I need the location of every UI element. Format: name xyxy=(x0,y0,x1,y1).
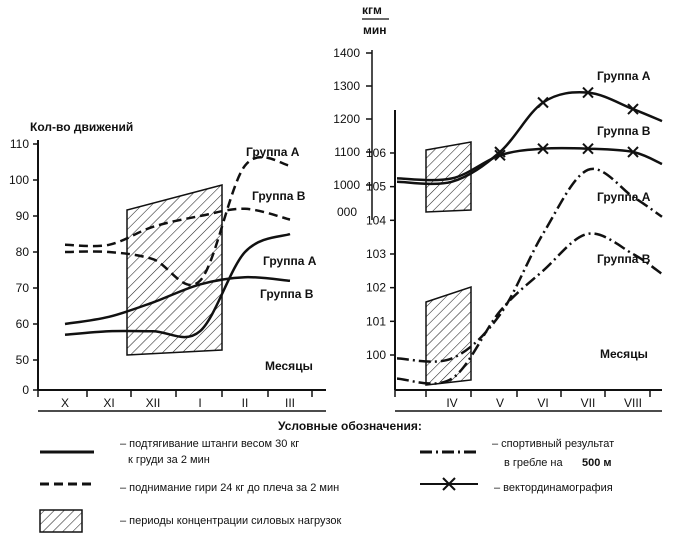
legend-solid-line2: к груди за 2 мин xyxy=(128,454,210,466)
inner-zero-label: 000 xyxy=(337,205,357,219)
inner-unit-top: кгм xyxy=(362,3,382,17)
right-series-dash-dot-b xyxy=(396,232,663,385)
right-x-tick-label: VII xyxy=(581,396,596,410)
right-x-tick-label: V xyxy=(496,396,504,410)
left-series-solid-a xyxy=(64,232,291,339)
right-y-tick-label: 100 xyxy=(366,348,386,362)
right-label-x-a: Группа А xyxy=(597,69,651,83)
right-shaded-period-lower xyxy=(425,285,472,386)
left-y-tick-label: 110 xyxy=(10,137,29,151)
right-x-tick-label: VIII xyxy=(624,396,642,410)
left-x-tick-label: X xyxy=(61,396,69,410)
right-x-ticks: IV V VI VII VIII xyxy=(394,390,651,410)
left-x-ticks: X XI XII I II III xyxy=(37,390,313,410)
right-xlabel: Месяцы xyxy=(600,347,648,361)
right-y-tick-label: 104 xyxy=(366,213,386,227)
left-ylabel: Кол-во движений xyxy=(30,120,133,134)
legend-dashdot-line2: в гребле на xyxy=(504,457,563,469)
right-shaded-period-upper xyxy=(425,141,472,213)
legend-x-marker-icon xyxy=(442,477,456,491)
left-y-ticks: 0 50 60 70 80 90 100 110 xyxy=(9,137,38,397)
inner-y-tick-label: 1400 xyxy=(333,46,360,60)
left-label-solid-a: Группа А xyxy=(263,254,317,268)
legend: Условные обозначения: – подтягивание шта… xyxy=(39,419,614,533)
legend-title: Условные обозначения: xyxy=(278,419,422,433)
left-x-tick-label: II xyxy=(242,396,249,410)
inner-y-tick-label: 1300 xyxy=(333,79,360,93)
left-y-tick-label: 100 xyxy=(9,173,29,187)
right-y-tick-label: 102 xyxy=(366,281,386,295)
right-label-dd-b: Группа В xyxy=(597,252,651,266)
right-x-tick-label: IV xyxy=(446,396,457,410)
left-x-tick-label: XII xyxy=(146,396,161,410)
inner-y-tick-label: 1200 xyxy=(333,112,360,126)
inner-y-tick-label: 1000 xyxy=(333,178,360,192)
right-x-marker-x-markers-a xyxy=(627,103,639,115)
right-x-marker-x-markers-a xyxy=(537,96,549,109)
right-x-tick-label: VI xyxy=(537,396,548,410)
left-x-tick-label: I xyxy=(198,396,201,410)
left-chart: Кол-во движений 0 50 60 70 80 90 100 110 X XI XII… xyxy=(9,120,326,412)
right-y-tick-label: 106 xyxy=(366,146,386,160)
left-series-dashed-a xyxy=(64,207,291,248)
right-x-marker-x-markers-b xyxy=(537,142,549,155)
left-y-tick-label: 80 xyxy=(16,245,30,259)
left-label-dashed-a: Группа А xyxy=(246,145,300,159)
right-x-marker-x-markers-a xyxy=(582,86,594,99)
right-y-ticks: 100 101 102 103 104 105 106 xyxy=(366,146,395,362)
left-series xyxy=(64,155,291,339)
left-series-solid-b xyxy=(64,275,291,326)
right-x-marker-x-markers-b xyxy=(627,146,639,158)
legend-hatched-text: – периоды концентрации силовых нагрузок xyxy=(120,515,342,527)
legend-dashdot-line1: – спортивный результат xyxy=(492,438,614,450)
left-x-tick-label: XI xyxy=(103,396,114,410)
right-label-dd-a: Группа А xyxy=(597,190,651,204)
right-y-tick-label: 101 xyxy=(366,314,386,328)
left-x-tick-label: III xyxy=(285,396,295,410)
right-y-tick-label: 105 xyxy=(366,180,386,194)
inner-y-tick-label: 1100 xyxy=(334,145,360,159)
inner-y-ticks: 1000 1100 1200 1300 1400 xyxy=(333,46,372,192)
left-y-tick-label: 90 xyxy=(16,209,30,223)
left-y-tick-label: 60 xyxy=(16,317,30,331)
left-y-tick-label: 0 xyxy=(22,383,29,397)
left-y-tick-label: 70 xyxy=(16,281,30,295)
legend-dashed-text: – поднимание гири 24 кг до плеча за 2 ми… xyxy=(120,482,339,494)
left-label-solid-b: Группа В xyxy=(260,287,314,301)
right-x-marker-x-markers-b xyxy=(494,149,506,162)
right-series-dash-dot-a xyxy=(396,167,663,363)
inner-unit-bottom: мин xyxy=(363,23,387,37)
right-y-tick-label: 103 xyxy=(366,247,386,261)
right-series xyxy=(396,86,663,385)
right-label-x-b: Группа В xyxy=(597,124,651,138)
left-label-dashed-b: Группа В xyxy=(252,189,306,203)
legend-x-text: – вектординамография xyxy=(494,482,613,494)
left-y-tick-label: 50 xyxy=(16,353,30,367)
left-xlabel: Месяцы xyxy=(265,359,313,373)
left-series-dashed-b xyxy=(64,155,291,287)
legend-solid-line1: – подтягивание штанги весом 30 кг xyxy=(120,438,299,450)
right-x-marker-x-markers-b xyxy=(582,142,594,155)
legend-dashdot-value: 500 м xyxy=(582,457,612,469)
legend-swatch-hatched xyxy=(39,509,83,533)
